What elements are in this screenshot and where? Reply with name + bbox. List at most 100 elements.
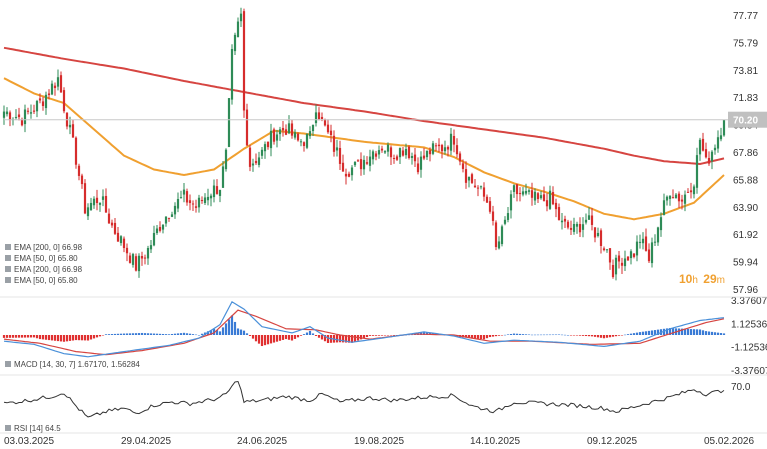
candle-body: [587, 215, 591, 220]
macd-histogram-bar: [326, 335, 330, 343]
last-price-label: 70.20: [733, 116, 758, 127]
candle-body: [200, 200, 204, 202]
candle-body: [509, 194, 513, 211]
price-tick-label: 75.79: [733, 38, 758, 49]
candle-body: [164, 216, 168, 224]
macd-histogram-bar: [8, 335, 12, 338]
candle-body: [14, 116, 18, 118]
candle-body: [311, 124, 315, 132]
macd-histogram-bar: [698, 329, 702, 335]
macd-histogram-bar: [197, 335, 201, 336]
candle-body: [128, 255, 132, 263]
candle-body: [662, 200, 666, 215]
candle-body: [386, 144, 390, 152]
time-tick-label: 09.12.2025: [587, 436, 637, 447]
macd-histogram-bar: [209, 330, 213, 335]
candle-body: [221, 166, 225, 188]
ema-legend-text: EMA [50, 0] 65.80: [14, 276, 78, 285]
candle-body: [137, 255, 141, 272]
candle-body: [605, 249, 609, 251]
candle-body: [50, 83, 54, 95]
time-tick-label: 03.03.2025: [4, 436, 54, 447]
candle-body: [224, 149, 228, 170]
candle-body: [719, 135, 723, 140]
macd-histogram-bar: [713, 332, 717, 335]
macd-histogram-bar: [716, 332, 720, 335]
macd-histogram-bar: [503, 334, 507, 336]
macd-panel: 3.37607 1.12536 -1.12536 -3.37607 MACD [14,…: [2, 296, 767, 377]
macd-histogram-bar: [188, 333, 192, 335]
macd-histogram-bar: [587, 335, 591, 337]
macd-histogram-bar: [248, 335, 252, 336]
price-tick-label: 67.86: [733, 148, 758, 159]
candle-body: [305, 133, 309, 148]
macd-histogram-bar: [581, 335, 585, 336]
macd-histogram-bar: [347, 335, 351, 343]
candle-body: [704, 149, 708, 158]
macd-histogram-bar: [506, 334, 510, 335]
candle-body: [239, 13, 243, 22]
macd-histogram-bar: [272, 335, 276, 343]
candle-body: [20, 119, 24, 126]
candle-body: [71, 124, 75, 138]
macd-histogram-bar: [296, 335, 300, 338]
time-tick-label: 19.08.2025: [354, 436, 404, 447]
candle-body: [470, 174, 474, 183]
candle-body: [320, 116, 324, 120]
candle-body: [527, 190, 531, 192]
candle-body: [575, 223, 579, 227]
candle-body: [29, 112, 33, 114]
ema200-path: [3, 46, 725, 166]
candle-body: [362, 159, 366, 170]
macd-histogram-bar: [608, 335, 612, 338]
candle-body: [389, 147, 393, 158]
macd-histogram-bar: [62, 335, 66, 342]
candle-body: [464, 169, 468, 183]
macd-histogram-bar: [116, 333, 120, 335]
candle-body: [113, 222, 117, 234]
price-tick-label: 59.94: [733, 258, 758, 269]
macd-histogram-bar: [161, 333, 165, 335]
candle-body: [350, 167, 354, 176]
candle-body: [248, 147, 252, 167]
macd-axis: 3.37607 1.12536 -1.12536 -3.37607: [731, 296, 767, 377]
candle-body: [683, 194, 687, 204]
macd-histogram-bar: [152, 333, 156, 335]
candle-body: [104, 195, 108, 213]
candle-body: [542, 194, 546, 201]
candle-body: [707, 157, 711, 164]
macd-histogram-bar: [110, 334, 114, 335]
candle-body: [281, 127, 285, 131]
macd-histogram-bar: [224, 323, 228, 335]
candle-body: [680, 199, 684, 202]
macd-histogram-bar: [164, 334, 168, 335]
macd-histogram-bar: [704, 331, 708, 335]
macd-histogram-bar: [629, 333, 633, 335]
candle-body: [92, 198, 96, 206]
macd-histogram-bar: [47, 335, 51, 341]
candle-body: [584, 219, 588, 223]
candle-body: [566, 221, 570, 228]
macd-histogram-bar: [311, 333, 315, 335]
macd-histogram-bar: [497, 335, 501, 336]
candle-body: [182, 189, 186, 195]
macd-histogram-bar: [554, 334, 558, 336]
macd-histogram-bar: [65, 335, 69, 342]
candle-body: [626, 256, 630, 261]
candle-body: [272, 129, 276, 142]
candle-body: [695, 155, 699, 188]
candle-body: [383, 151, 387, 153]
candle-body: [452, 135, 456, 145]
countdown-minutes: 29: [703, 272, 717, 286]
macd-histogram-bar: [305, 332, 309, 335]
macd-histogram-bar: [254, 335, 258, 342]
candle-body: [410, 156, 414, 158]
rsi-legend-icon: [5, 425, 11, 431]
candle-body: [434, 145, 438, 147]
macd-histogram-bar: [98, 335, 102, 337]
candle-body: [236, 21, 240, 38]
candle-body: [602, 248, 606, 251]
macd-histogram-bar: [179, 333, 183, 335]
macd-histogram-bar: [464, 335, 468, 338]
